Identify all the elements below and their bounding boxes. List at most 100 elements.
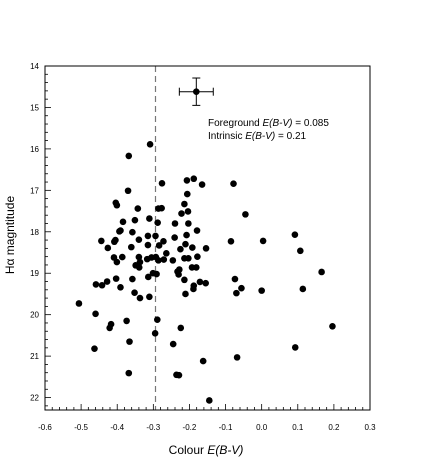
data-point [169,257,177,264]
x-tick-label: 0.0 [256,423,268,432]
data-point [183,231,190,239]
data-point [103,278,111,285]
error-bar-marker [178,77,214,106]
y-tick-label: 20 [30,311,39,320]
data-point [175,371,183,379]
data-point [129,275,136,283]
data-point [202,279,209,287]
x-axis-title: Colour E(B-V) [169,443,244,457]
data-point [202,245,210,252]
data-point [135,236,143,243]
x-tick-label: -0.5 [74,423,88,432]
data-point [175,271,182,278]
data-point [163,250,170,257]
data-point [129,228,136,236]
data-point [135,253,143,261]
x-tick-label: -0.4 [110,423,124,432]
data-point [155,257,162,264]
data-point [128,243,135,251]
data-point [190,282,198,289]
data-point [152,232,159,240]
data-point [113,201,121,209]
data-point [146,215,153,222]
x-tick-label: 0.1 [292,423,304,432]
data-point [199,357,207,365]
y-tick-label: 14 [30,62,39,71]
data-point [91,345,98,352]
y-tick-label: 21 [30,352,39,361]
y-tick-label: 18 [30,228,39,237]
data-point [233,289,240,297]
y-tick-label: 17 [30,186,39,195]
data-point [75,300,83,307]
data-point [198,181,206,188]
data-point [169,340,177,348]
data-point [171,220,179,227]
data-point [177,324,185,332]
data-point [230,180,237,188]
data-point [160,256,168,263]
data-point [185,220,192,227]
data-point [291,231,299,238]
data-point [194,253,201,260]
annotation-intrinsic: Intrinsic E(B-V) = 0.21 [208,131,307,142]
data-point [196,278,204,286]
x-tick-label: 0.3 [364,423,376,432]
data-point [117,284,124,291]
data-point [206,397,213,404]
data-point [134,205,142,212]
data-point [132,262,139,269]
data-point [158,179,166,187]
y-axis-title: Hα magntitude [3,196,17,275]
data-point [131,289,138,297]
data-point [146,141,154,148]
data-point [182,290,189,298]
x-tick-label: -0.3 [146,423,160,432]
x-tick-label: -0.6 [38,423,52,432]
data-point [233,354,241,361]
data-point [144,241,152,249]
data-point [158,204,165,212]
data-point [227,238,235,245]
data-point [190,175,198,183]
data-point [231,275,239,283]
data-point [329,322,336,330]
data-point [242,211,249,218]
axes: -0.6 -0.5 -0.4 -0.3 -0.2 -0.1 0.0 0.1 0.2 0.3 14 15… [30,62,376,432]
data-point [160,238,167,245]
data-point [112,275,120,282]
annotation-foreground: Foreground E(B-V) = 0.085 [208,118,329,129]
y-tick-label: 22 [30,394,39,403]
data-point [155,242,163,249]
data-point [125,152,133,160]
data-point [104,244,112,252]
x-tick-label: -0.1 [219,423,233,432]
data-point [144,273,152,281]
error-bar-point [193,88,200,95]
data-point [131,216,139,224]
data-point [98,237,105,245]
data-point [177,245,184,253]
data-point [183,190,191,198]
data-point [116,228,123,235]
y-tick-label: 16 [30,145,39,154]
data-point [299,285,307,293]
data-point [189,244,196,251]
data-point [297,247,304,255]
data-point [151,330,159,337]
data-point [154,219,161,226]
data-point [291,344,299,351]
y-tick-label: 19 [30,269,39,278]
data-point [123,317,130,325]
data-point [154,316,161,323]
data-point [184,208,192,215]
data-point [126,338,133,345]
data-point [238,284,245,292]
data-point [178,210,185,217]
data-point [181,200,188,208]
data-point [171,234,178,241]
data-point [92,281,100,288]
data-point [182,240,189,248]
